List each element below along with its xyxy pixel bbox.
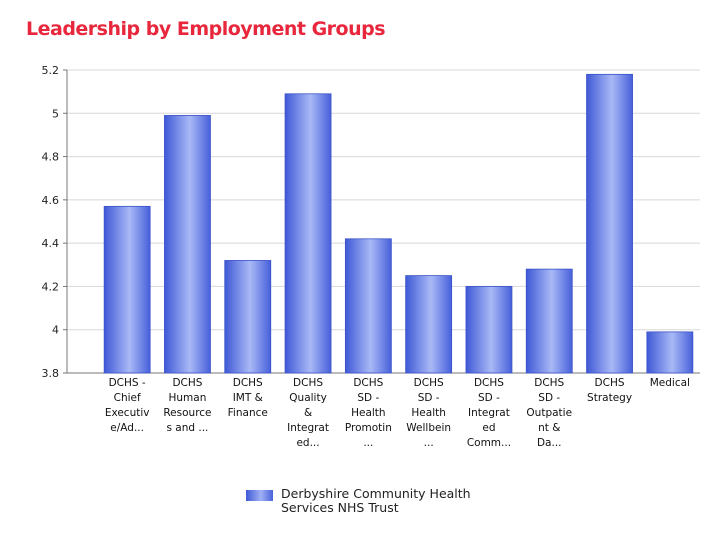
x-tick-label: ed [482,422,495,434]
bar [525,268,573,374]
legend: Derbyshire Community Health Services NHS… [246,487,491,515]
x-tick-label: Integrat [287,422,329,434]
x-tick-label: Da... [537,437,562,449]
x-tick-label: DCHS - [109,377,146,389]
x-tick-label: Comm... [467,437,511,449]
y-tick-label: 5 [52,107,59,120]
x-tick-label: DCHS [353,377,383,389]
x-tick-label: SD - [478,392,500,404]
x-tick-label: Chief [114,392,141,404]
x-tick-label: IMT & [233,392,263,404]
x-tick-label: Integrat [468,407,510,419]
x-tick-label: Finance [228,407,268,419]
x-tick-label: & [304,407,312,419]
x-tick-label: DCHS [233,377,263,389]
bar [164,115,211,374]
x-tick-label: Health [411,407,445,419]
bars [103,73,694,374]
x-tick-label: DCHS [595,377,625,389]
x-tick-label: s and ... [166,422,208,434]
bar [646,331,694,374]
x-tick-label: Quality [289,392,327,404]
bar [344,238,392,374]
y-tick-label: 4 [52,324,59,337]
x-tick-label: Human [169,392,207,404]
x-tick-label: DCHS [474,377,504,389]
legend-label: Derbyshire Community Health Services NHS… [281,486,471,515]
x-tick-label: ... [424,437,434,449]
page-title: Leadership by Employment Groups [26,18,386,40]
bar [465,286,513,374]
x-tick-label: SD - [538,392,560,404]
x-tick-label: DCHS [293,377,323,389]
x-tick-label: ... [363,437,373,449]
x-tick-label: DCHS [172,377,202,389]
x-tick-label: Resource [163,407,211,419]
x-tick-label: Strategy [587,392,632,404]
x-tick-label: Executiv [105,407,150,419]
x-tick-label: SD - [357,392,379,404]
bar [586,73,633,374]
x-tick-label: ed... [296,437,319,449]
bar [103,205,151,374]
y-tick-label: 4.2 [42,280,60,293]
x-tick-label: Wellbein [406,422,451,434]
x-tick-label: Medical [650,377,690,389]
bar [405,275,453,374]
y-tick-label: 4.6 [42,194,60,207]
bar [284,93,332,374]
legend-swatch [246,490,273,501]
x-tick-label: Outpatie [526,407,572,419]
x-tick-label: DCHS [534,377,564,389]
x-tick-label: Promotin [345,422,392,434]
y-tick-label: 4.4 [42,237,60,250]
x-tick-label: e/Ad... [110,422,144,434]
x-tick-label: SD - [418,392,440,404]
y-tick-label: 4.8 [42,151,60,164]
x-tick-label: Health [351,407,385,419]
bar [224,260,272,374]
x-tick-label: DCHS [414,377,444,389]
y-tick-label: 5.2 [42,64,60,77]
x-axis-labels: DCHS - Chief Executiv e/Ad... DCHS Human Resou… [105,377,690,449]
x-tick-label: nt & [538,422,560,434]
y-tick-label: 3.8 [42,367,60,380]
